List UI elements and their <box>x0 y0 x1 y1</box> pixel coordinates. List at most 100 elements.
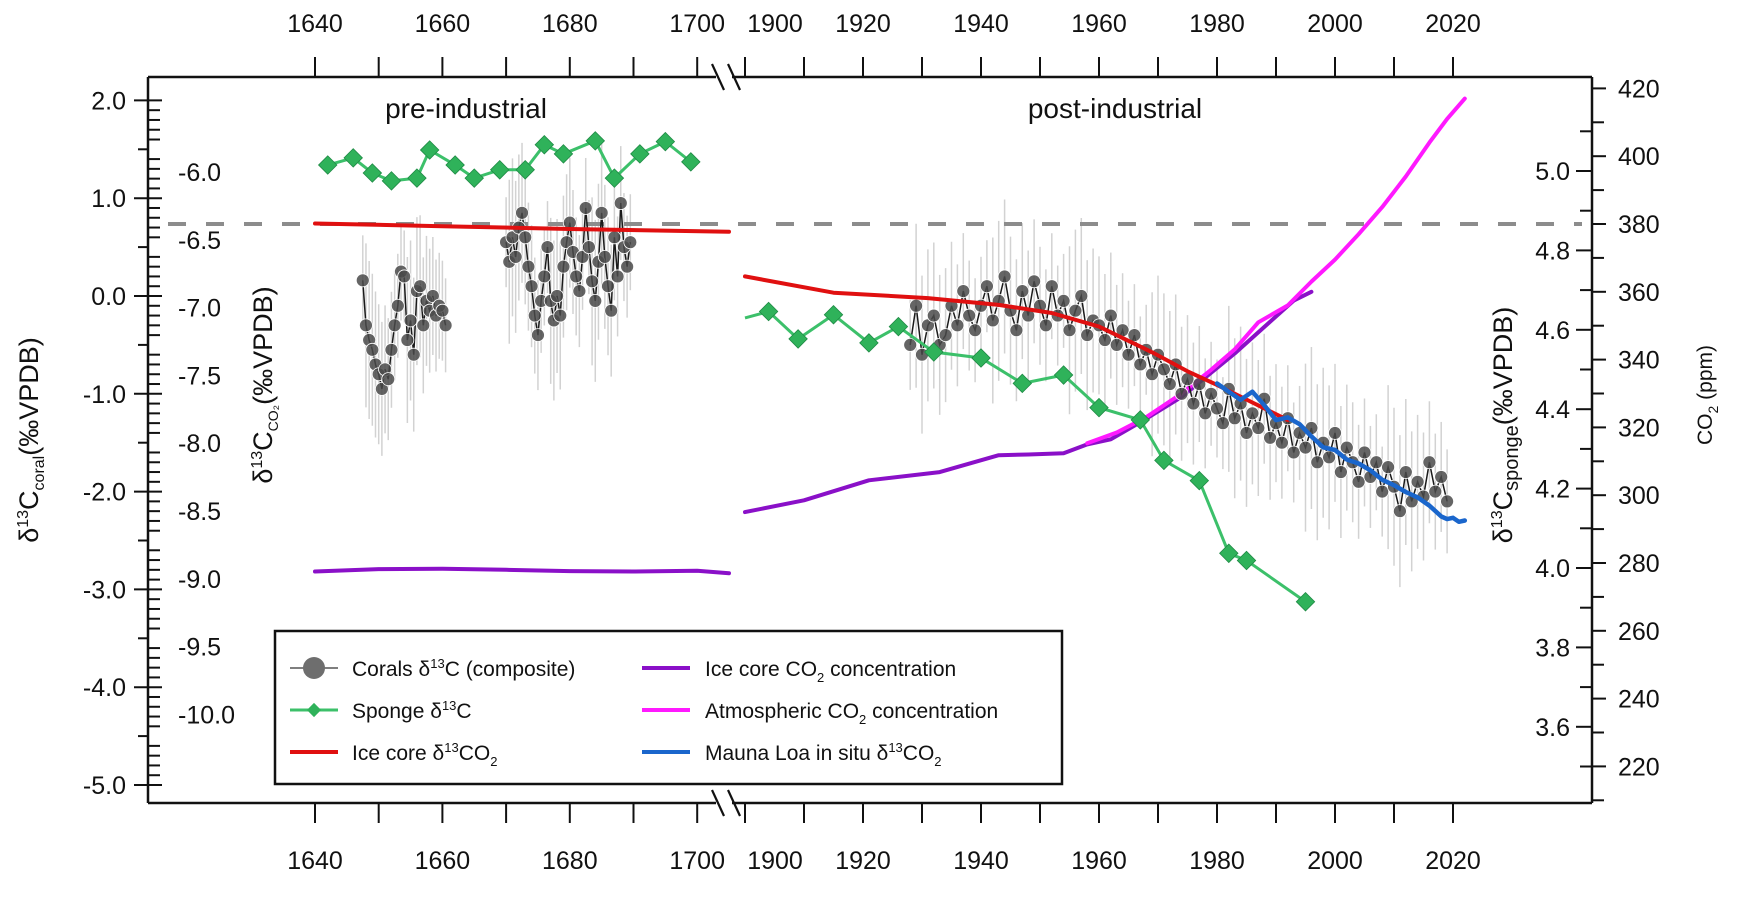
axis-title-part: δ <box>1488 528 1518 543</box>
coral-point <box>1157 362 1171 377</box>
y-tick-label-co2: 420 <box>1618 75 1660 103</box>
coral-point <box>1039 318 1053 333</box>
y-tick-label-coral: 1.0 <box>91 185 126 213</box>
y-axis-title-co2-isotope: δ13CCO₂(‰VPDB) <box>248 286 281 483</box>
legend-label-part: C (composite) <box>445 658 576 681</box>
coral-point <box>400 333 415 347</box>
y-axis-title-sponge: δ13Csponge(‰VPDB) <box>1488 307 1523 543</box>
coral-point <box>1239 426 1254 440</box>
coral-point <box>582 240 596 255</box>
sponge-point <box>758 301 779 322</box>
coral-point <box>926 308 941 323</box>
coral-point <box>1198 406 1213 421</box>
coral-point <box>1056 293 1071 308</box>
legend-label-part: concentration <box>866 700 998 723</box>
y-tick-label-coral: 2.0 <box>91 87 126 115</box>
y-tick-label-sponge: 4.4 <box>1535 396 1570 424</box>
series-ice-co2 <box>313 289 1314 576</box>
coral-point <box>613 196 628 210</box>
legend-item-mauna-loa: Mauna Loa in situ δ13CO2 <box>642 740 942 769</box>
coral-point <box>575 249 590 264</box>
coral-point <box>413 279 428 294</box>
x-tick-label-top: 1920 <box>835 10 891 38</box>
axis-title-part: (‰VPDB) <box>14 337 44 456</box>
x-tick-label-top: 2000 <box>1307 10 1363 38</box>
legend-label-part: Sponge δ <box>352 700 442 723</box>
coral-point <box>1009 323 1024 338</box>
y-tick-label-co2: 360 <box>1618 279 1660 307</box>
coral-point <box>1227 411 1242 426</box>
coral-point <box>1328 426 1342 440</box>
sponge-point <box>317 155 338 175</box>
y-tick-label-sponge: 4.8 <box>1535 237 1570 265</box>
y-tick-label-co2: 340 <box>1618 347 1660 375</box>
coral-point <box>623 235 638 250</box>
legend-item-ice-core-co2: Ice core CO2 concentration <box>642 658 956 685</box>
coral-point <box>588 293 603 308</box>
x-tick-label-bottom: 1640 <box>287 847 343 875</box>
legend-label: Mauna Loa in situ δ13CO2 <box>705 740 942 769</box>
axis-title-part: CO <box>1694 413 1717 445</box>
legend-label-part: Atmospheric CO <box>705 700 859 723</box>
legend-label: Atmospheric CO2 concentration <box>705 700 998 727</box>
axis-title-sup: 13 <box>249 451 266 469</box>
atm-co2-line <box>1085 96 1467 446</box>
axis-title-part: C <box>248 431 278 451</box>
legend-item-atmospheric-co2: Atmospheric CO2 concentration <box>642 700 998 727</box>
legend-label-sub: 2 <box>490 754 497 769</box>
axis-break-mark-top <box>727 63 741 91</box>
x-tick-label-top: 1680 <box>542 10 598 38</box>
coral-point <box>980 279 994 294</box>
y-tick-label-sponge: 4.6 <box>1535 317 1570 345</box>
coral-point <box>578 201 593 215</box>
coral-point <box>1434 470 1449 484</box>
coral-point <box>903 337 918 352</box>
coral-point <box>438 318 453 333</box>
axis-break-mark-bottom <box>711 789 725 817</box>
coral-point <box>1398 465 1413 479</box>
y-tick-label-co2: 220 <box>1618 753 1660 781</box>
y-tick-label-sponge: 4.2 <box>1535 476 1570 504</box>
legend-label-sub: 2 <box>859 712 866 727</box>
legend-label: Corals δ13C (composite) <box>352 656 575 681</box>
x-tick-label-top: 1700 <box>669 10 725 38</box>
sponge-point <box>1236 550 1257 571</box>
mauna-loa-line <box>1214 381 1468 525</box>
ice-co2-line <box>743 289 1314 515</box>
sponge-point <box>553 144 574 164</box>
axis-title-sup: 13 <box>15 510 32 528</box>
coral-point <box>1044 279 1059 294</box>
sponge-point <box>1154 450 1174 471</box>
coral-point <box>1422 455 1437 470</box>
coral-point <box>508 249 523 264</box>
coral-point <box>1068 303 1083 318</box>
coral-point <box>403 313 418 328</box>
coral-point <box>355 273 370 288</box>
coral-point <box>553 308 568 323</box>
coral-point <box>950 318 965 333</box>
sponge-point <box>534 135 555 155</box>
axis-title-part: (‰VPDB) <box>248 286 278 405</box>
sponge-point <box>681 152 701 172</box>
axis-break-mark-top <box>711 63 725 91</box>
coral-point <box>1322 450 1336 465</box>
coral-point <box>531 328 545 343</box>
coral-point <box>1027 274 1041 289</box>
coral-point <box>397 269 412 284</box>
legend-label: Ice core δ13CO2 <box>352 740 497 769</box>
sponge-point <box>630 144 650 164</box>
sponge-point <box>604 168 625 188</box>
coral-point <box>521 259 536 274</box>
legend-label-sup: 13 <box>888 740 902 755</box>
sponge-point <box>419 140 440 160</box>
y-axis-title-co2: CO2 (ppm) <box>1694 345 1721 445</box>
legend-label-part: Ice core δ <box>352 742 444 765</box>
sponge-point <box>859 333 879 353</box>
coral-point <box>381 372 396 387</box>
x-tick-label-top: 1660 <box>415 10 471 38</box>
coral-point <box>1339 440 1354 455</box>
coral-point <box>1357 445 1372 460</box>
axis-title-sub: 2 <box>1705 405 1721 413</box>
coral-point <box>524 279 539 294</box>
